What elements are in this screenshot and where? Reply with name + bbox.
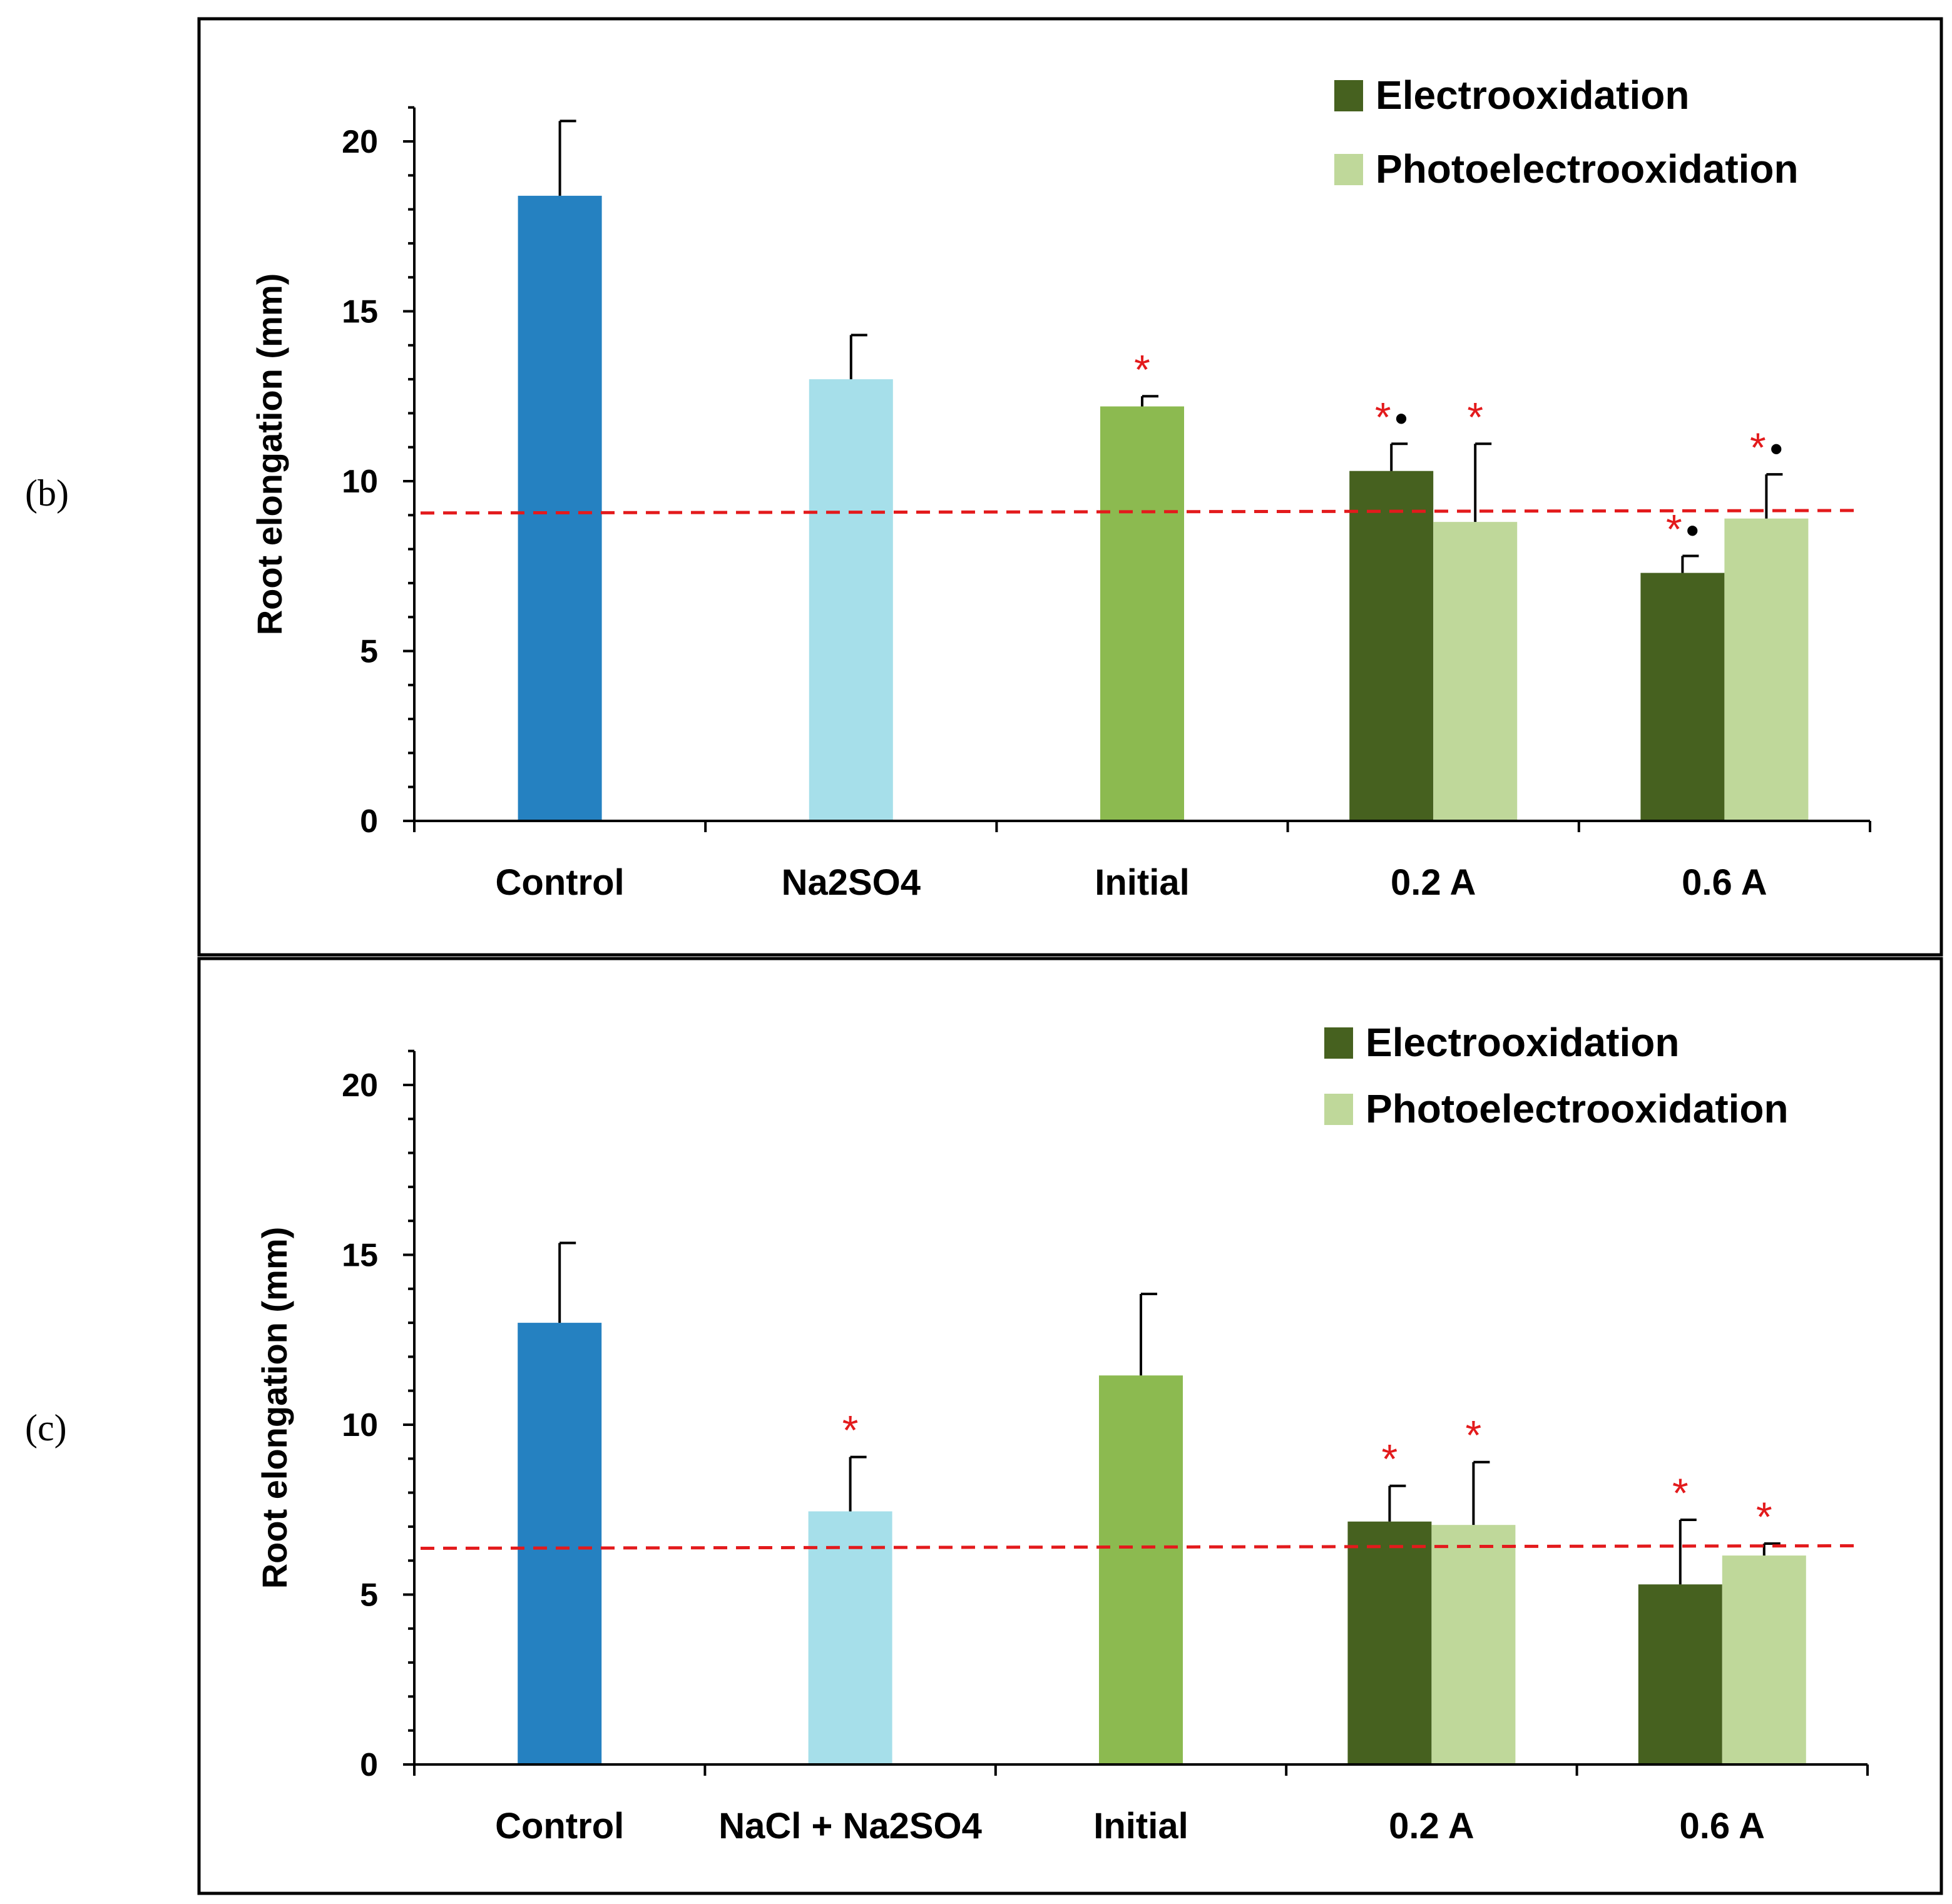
significance-star: *	[1375, 394, 1391, 440]
significance-dot: •	[1770, 428, 1783, 470]
bar	[518, 1323, 602, 1764]
bar	[1638, 1584, 1722, 1764]
significance-mark: * •	[1375, 394, 1408, 440]
bar	[808, 1511, 892, 1764]
bar	[1640, 573, 1725, 821]
bar	[1431, 1525, 1516, 1764]
y-axis-label: Root elongation (mm)	[250, 273, 289, 636]
x-category-label: 0.6 A	[1680, 1806, 1765, 1846]
threshold-line	[420, 1544, 1856, 1550]
significance-mark: *	[1134, 346, 1150, 392]
x-category-label: 0.2 A	[1391, 862, 1476, 903]
y-tick-label: 5	[360, 1577, 378, 1614]
significance-star: *	[1750, 424, 1766, 471]
y-tick-label: 15	[342, 1238, 378, 1274]
panel-label: (b)	[25, 472, 69, 514]
x-category-label: NaCl + Na2SO4	[718, 1806, 982, 1846]
y-tick-label: 0	[360, 803, 378, 840]
x-category-label: 0.2 A	[1389, 1806, 1474, 1846]
significance-mark: * •	[1666, 506, 1699, 552]
legend-swatch-photoelectrooxidation	[1324, 1094, 1353, 1125]
significance-dot: •	[1686, 509, 1699, 551]
legend-label-electrooxidation: Electrooxidation	[1366, 1020, 1679, 1065]
panel-frame	[197, 17, 1943, 957]
panel-b: (b) Root elongation (mm) ** • ** •* •0510152…	[25, 17, 1943, 957]
significance-star: *	[1672, 1470, 1689, 1516]
legend-label-photoelectrooxidation: Photoelectrooxidation	[1376, 146, 1799, 191]
bar	[1347, 1521, 1432, 1764]
legend: Electrooxidation Photoelectrooxidation	[1334, 73, 1799, 191]
significance-star: *	[1466, 1412, 1482, 1459]
panel-frame	[197, 957, 1943, 1895]
significance-star: *	[842, 1407, 859, 1453]
y-tick-label: 20	[342, 1067, 378, 1104]
plot-area: * * * * * 0 5 10 15 20 Control NaCl + Na2SO4 Initial…	[342, 1049, 1869, 1846]
x-category-label: Initial	[1095, 862, 1189, 903]
significance-mark: *	[1672, 1470, 1689, 1516]
significance-dot: •	[1395, 397, 1408, 439]
legend-label-photoelectrooxidation: Photoelectrooxidation	[1366, 1086, 1789, 1131]
x-category-label: Control	[496, 862, 625, 903]
panel-c: (c) Root elongation (mm) * * * * * 0 5 10 15 20 Co…	[25, 957, 1943, 1895]
bar	[1724, 518, 1809, 821]
y-axis-label: Root elongation (mm)	[255, 1227, 294, 1589]
y-tick-label: 15	[342, 294, 378, 330]
x-category-label: Initial	[1093, 1806, 1188, 1846]
bar	[1099, 1375, 1183, 1764]
x-category-label: 0.6 A	[1682, 862, 1767, 903]
legend-swatch-photoelectrooxidation	[1334, 154, 1363, 185]
y-tick-label: 20	[342, 124, 378, 160]
bar	[518, 195, 602, 821]
significance-star: *	[1134, 346, 1150, 392]
x-category-label: Control	[495, 1806, 624, 1846]
significance-mark: *	[1466, 1412, 1482, 1459]
significance-star: *	[1382, 1436, 1398, 1482]
significance-star: *	[1467, 394, 1483, 440]
bar	[809, 379, 893, 821]
significance-star: *	[1666, 506, 1682, 552]
legend: Electrooxidation Photoelectrooxidation	[1324, 1020, 1789, 1131]
significance-star: *	[1756, 1494, 1772, 1540]
bar	[1349, 471, 1434, 821]
legend-label-electrooxidation: Electrooxidation	[1376, 73, 1689, 118]
bar	[1722, 1555, 1806, 1764]
bar	[1100, 406, 1184, 821]
y-tick-label: 10	[342, 464, 378, 500]
legend-swatch-electrooxidation	[1334, 80, 1363, 111]
significance-mark: *	[1382, 1436, 1398, 1482]
panel-label: (c)	[25, 1407, 67, 1448]
y-tick-label: 0	[360, 1747, 378, 1783]
significance-mark: *	[842, 1407, 859, 1453]
y-tick-label: 5	[360, 634, 378, 670]
threshold-line	[420, 509, 1858, 515]
legend-swatch-electrooxidation	[1324, 1027, 1353, 1059]
y-tick-label: 10	[342, 1407, 378, 1443]
x-category-label: Na2SO4	[782, 862, 921, 903]
significance-mark: *	[1756, 1494, 1772, 1540]
bar	[1433, 522, 1518, 821]
significance-mark: * •	[1750, 424, 1783, 471]
significance-mark: *	[1467, 394, 1483, 440]
